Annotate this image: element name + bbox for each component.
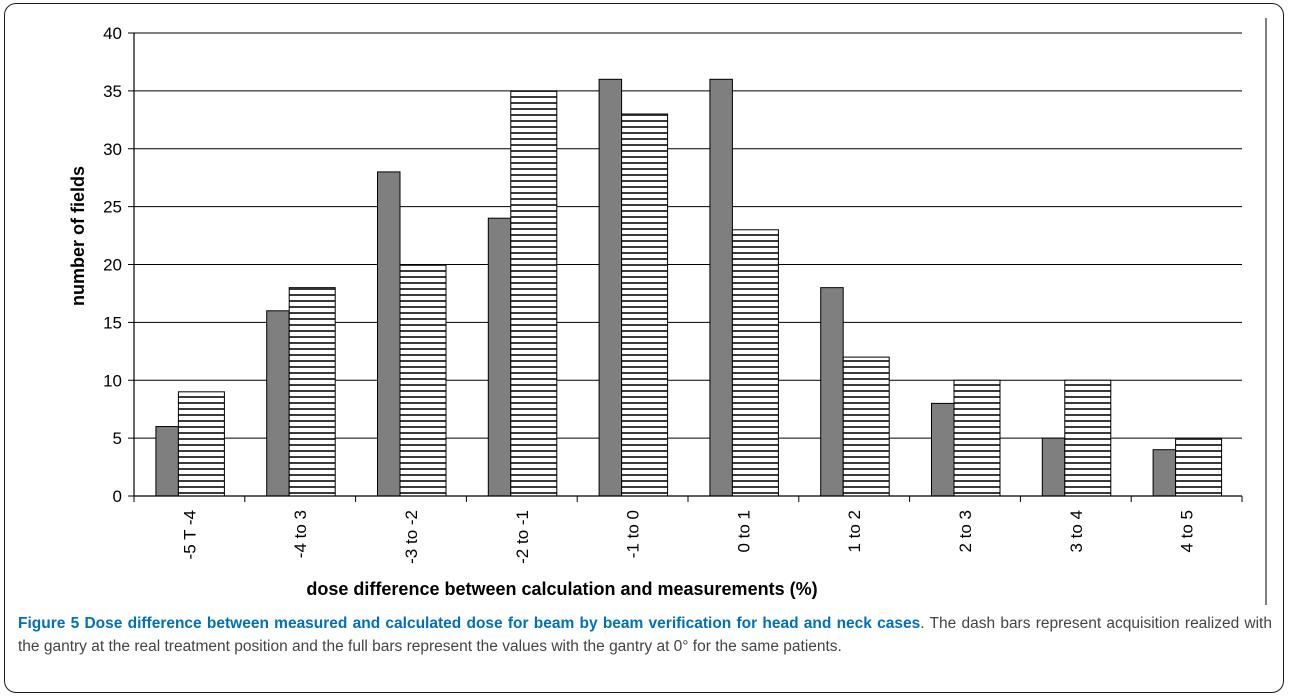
x-tick-label: -4 to 3 xyxy=(291,510,310,558)
axes xyxy=(128,18,1267,605)
bar-dashed xyxy=(510,90,558,497)
x-tick-label: -1 to 0 xyxy=(624,510,643,558)
bar-solid xyxy=(266,310,290,497)
x-tick-label: 1 to 2 xyxy=(845,510,864,553)
bar-dashed xyxy=(842,356,890,497)
bar-dashed xyxy=(177,391,225,497)
y-tick-labels: 0 5 10 15 20 25 30 35 40 xyxy=(103,24,122,506)
bar-dashed xyxy=(288,287,336,497)
y-tick-label: 25 xyxy=(103,198,122,217)
bar-solid xyxy=(598,78,623,497)
bar-dashed xyxy=(621,113,669,497)
bar-solid xyxy=(1152,449,1177,497)
bars xyxy=(155,78,1223,497)
bar-solid xyxy=(1041,437,1066,497)
figure-frame xyxy=(4,3,1284,693)
y-tick-label: 40 xyxy=(103,24,122,43)
y-tick-label: 5 xyxy=(113,429,122,448)
y-tick-label: 20 xyxy=(103,256,122,275)
y-tick-label: 15 xyxy=(103,313,122,332)
x-axis-title: dose difference between calculation and … xyxy=(306,579,817,599)
caption-lead: Figure 5 Dose difference between measure… xyxy=(18,615,921,632)
bar-dashed xyxy=(1175,437,1223,497)
y-tick-label: 35 xyxy=(103,82,122,101)
x-tick-label: -5 T -4 xyxy=(180,510,199,559)
x-tick-label: -2 to -1 xyxy=(513,510,532,564)
figure-caption: Figure 5 Dose difference between measure… xyxy=(18,612,1272,658)
x-tick-label: 0 to 1 xyxy=(734,510,753,553)
bar-solid xyxy=(155,426,179,497)
y-tick-label: 30 xyxy=(103,140,122,159)
y-tick-label: 10 xyxy=(103,371,122,390)
x-tick-label: 3 to 4 xyxy=(1067,510,1086,553)
bar-dashed xyxy=(1064,379,1112,497)
caption-body: . The dash bars represent acquisition re… xyxy=(18,615,1272,655)
bar-dashed xyxy=(953,379,1001,497)
x-tick-labels: -5 T -4 -4 to 3 -3 to -2 -2 to -1 -1 to 0 0 t… xyxy=(180,510,1196,564)
y-axis-title: number of fields xyxy=(68,166,88,306)
x-tick-label: -3 to -2 xyxy=(402,510,421,564)
bar-dashed xyxy=(731,229,779,497)
bar-solid xyxy=(377,171,401,497)
bar-solid xyxy=(820,287,844,497)
bar-solid xyxy=(931,402,955,497)
bar-solid xyxy=(709,78,733,497)
bar-solid xyxy=(487,217,512,497)
y-tick-label: 0 xyxy=(113,487,122,506)
x-tick-label: 4 to 5 xyxy=(1178,510,1197,553)
bar-dashed xyxy=(399,264,447,497)
x-tick-label: 2 to 3 xyxy=(956,510,975,553)
